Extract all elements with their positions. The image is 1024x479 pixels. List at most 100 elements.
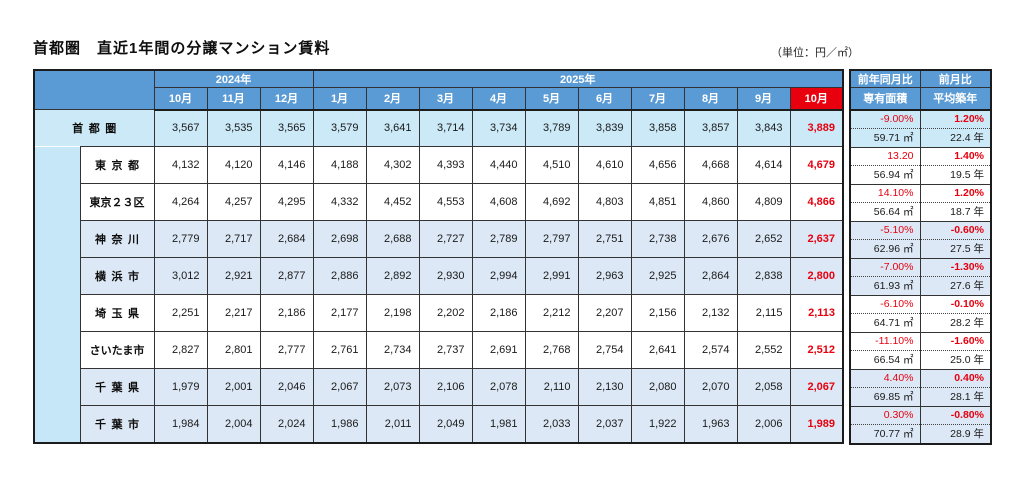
mom-age-cell: 1.20% 22.4 年: [919, 109, 992, 148]
rent-cell: 2,006: [736, 405, 791, 443]
rent-cell: 3,843: [736, 109, 791, 147]
rent-cell: 1,979: [153, 368, 208, 406]
rent-cell: 2,156: [630, 294, 685, 332]
avg-area-value: 64.71 ㎡: [873, 317, 914, 330]
rent-cell: 2,024: [259, 405, 314, 443]
rent-cell: 4,692: [524, 183, 579, 221]
mom-change-value: -1.60%: [921, 333, 990, 351]
comparison-subheader: 専有面積: [849, 87, 921, 111]
month-header: 8月: [683, 87, 738, 111]
row-label: 横浜市: [79, 257, 155, 295]
rent-cell: 2,637: [789, 220, 844, 258]
yoy-area-cell: 14.10% 56.64 ㎡: [849, 183, 921, 222]
rent-cell: 2,106: [418, 368, 473, 406]
mom-change-value: -1.30%: [921, 259, 990, 277]
rent-table: 2024年 2025年 10月 11月 12月 1月 2月 3月 4月 5月 6月 7月 8月 9月 10月…: [33, 69, 844, 444]
yoy-change-value: -6.10%: [851, 296, 919, 314]
rent-cell: 2,777: [259, 331, 314, 369]
comparison-row: -11.10% 66.54 ㎡ -1.60% 25.0 年: [849, 331, 992, 370]
comparison-row: 0.30% 70.77 ㎡ -0.80% 28.9 年: [849, 405, 992, 444]
rent-cell: 3,839: [577, 109, 632, 147]
yoy-change-value: 4.40%: [851, 370, 919, 388]
avg-age-value: 28.9 年: [950, 428, 984, 441]
month-header: 12月: [259, 87, 314, 111]
comparison-subheader-row: 専有面積 平均築年: [849, 87, 992, 111]
rent-cell: 3,535: [206, 109, 261, 147]
yoy-area-cell: -6.10% 64.71 ㎡: [849, 294, 921, 333]
rent-cell: 4,803: [577, 183, 632, 221]
rent-cell: 2,067: [789, 368, 844, 406]
comparison-row: -7.00% 61.93 ㎡ -1.30% 27.6 年: [849, 257, 992, 296]
rent-cell: 2,717: [206, 220, 261, 258]
comparison-header-row: 前年同月比 前月比: [849, 69, 992, 88]
rent-cell: 2,676: [683, 220, 738, 258]
rent-cell: 3,012: [153, 257, 208, 295]
rent-cell: 2,251: [153, 294, 208, 332]
rent-cell: 2,004: [206, 405, 261, 443]
rent-cell: 2,925: [630, 257, 685, 295]
region-strip: [33, 146, 81, 443]
rent-cell: 2,070: [683, 368, 738, 406]
rent-cell: 2,727: [418, 220, 473, 258]
yoy-area-cell: -9.00% 59.71 ㎡: [849, 109, 921, 148]
rent-cell: 2,800: [789, 257, 844, 295]
rent-cell: 4,679: [789, 146, 844, 184]
rent-cell: 2,734: [365, 331, 420, 369]
rent-cell: 4,332: [312, 183, 367, 221]
year-header-row: 2024年 2025年: [33, 69, 844, 110]
rent-cell: 4,510: [524, 146, 579, 184]
table-row: 横浜市 3,012 2,921 2,877 2,886 2,892 2,930 2,994 2,…: [34, 257, 844, 295]
comparison-row: -6.10% 64.71 ㎡ -0.10% 28.2 年: [849, 294, 992, 333]
yoy-area-cell: -11.10% 66.54 ㎡: [849, 331, 921, 370]
page-title: 首都圏 直近1年間の分譲マンション賃料: [33, 40, 331, 57]
rent-cell: 3,567: [153, 109, 208, 147]
unit-label: （単位：円／㎡）: [771, 47, 859, 59]
table-row: 東京２３区 4,264 4,257 4,295 4,332 4,452 4,553 4,608…: [34, 183, 844, 221]
rent-cell: 2,212: [524, 294, 579, 332]
rent-cell: 4,188: [312, 146, 367, 184]
table-row: さいたま市 2,827 2,801 2,777 2,761 2,734 2,737 2,691…: [34, 331, 844, 369]
rent-cell: 4,120: [206, 146, 261, 184]
avg-age-value: 27.6 年: [950, 280, 984, 293]
rent-cell: 4,656: [630, 146, 685, 184]
rent-cell: 2,186: [471, 294, 526, 332]
avg-area-value: 62.96 ㎡: [873, 243, 914, 256]
comparison-table: 前年同月比 前月比 専有面積 平均築年 -9.00% 59.71 ㎡ 1.20% 22…: [849, 69, 992, 445]
rent-cell: 2,067: [312, 368, 367, 406]
rent-cell: 2,217: [206, 294, 261, 332]
rent-cell: 2,037: [577, 405, 632, 443]
rent-cell: 4,393: [418, 146, 473, 184]
rent-cell: 2,698: [312, 220, 367, 258]
comparison-row: -5.10% 62.96 ㎡ -0.60% 27.5 年: [849, 220, 992, 259]
rent-cell: 2,864: [683, 257, 738, 295]
month-header: 7月: [630, 87, 685, 111]
yoy-area-cell: -7.00% 61.93 ㎡: [849, 257, 921, 296]
rent-cell: 2,574: [683, 331, 738, 369]
rent-cell: 2,115: [736, 294, 791, 332]
mom-age-cell: -0.80% 28.9 年: [919, 405, 992, 444]
rent-cell: 3,579: [312, 109, 367, 147]
mom-change-value: -0.10%: [921, 296, 990, 314]
rent-cell: 2,113: [789, 294, 844, 332]
rent-cell: 2,130: [577, 368, 632, 406]
table-row: 神奈川 2,779 2,717 2,684 2,698 2,688 2,727 2,789 2,…: [34, 220, 844, 258]
table-row: 東京都 4,132 4,120 4,146 4,188 4,302 4,393 4,440 4,…: [33, 146, 844, 443]
yoy-area-cell: -5.10% 62.96 ㎡: [849, 220, 921, 259]
rent-cell: 2,751: [577, 220, 632, 258]
mom-age-cell: -0.60% 27.5 年: [919, 220, 992, 259]
rent-cell: 2,049: [418, 405, 473, 443]
rent-cell: 2,512: [789, 331, 844, 369]
rent-cell: 4,668: [683, 146, 738, 184]
yoy-change-value: -9.00%: [851, 111, 919, 129]
yoy-change-value: 13.20: [851, 148, 919, 166]
rent-cell: 4,452: [365, 183, 420, 221]
yoy-area-cell: 13.20 56.94 ㎡: [849, 146, 921, 185]
rent-cell: 2,691: [471, 331, 526, 369]
corner-cell: [33, 69, 155, 110]
rent-cell: 4,860: [683, 183, 738, 221]
mom-age-cell: -1.30% 27.6 年: [919, 257, 992, 296]
avg-area-value: 69.85 ㎡: [873, 391, 914, 404]
mom-change-value: -0.60%: [921, 222, 990, 240]
rent-cell: 2,892: [365, 257, 420, 295]
rent-cell: 1,981: [471, 405, 526, 443]
